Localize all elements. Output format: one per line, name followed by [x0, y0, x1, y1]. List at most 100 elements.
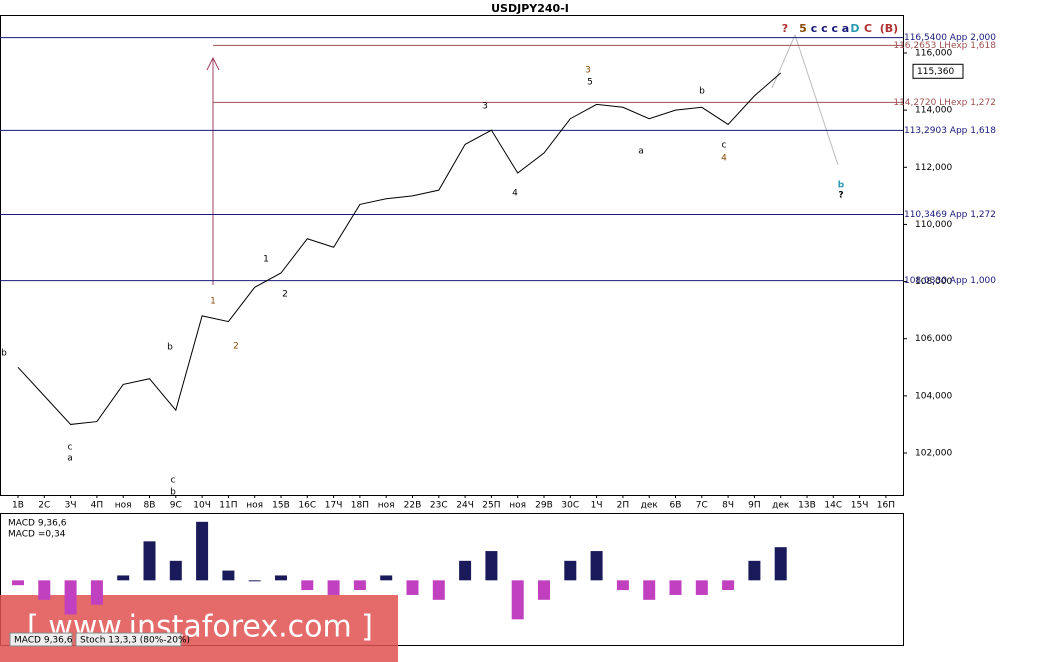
- macd-bar: [669, 580, 682, 595]
- macd-label: MACD 9,36,6: [8, 519, 67, 529]
- x-tick-label: 30С: [561, 501, 579, 511]
- x-tick-label: 22В: [404, 501, 422, 511]
- x-tick-label: 1В: [12, 501, 24, 511]
- macd-bar: [485, 551, 498, 581]
- wave-label: c c c a: [811, 22, 849, 35]
- main-frame: [0, 15, 904, 496]
- macd-bar: [538, 580, 550, 600]
- wave-label: b: [167, 343, 173, 353]
- x-tick-label: 10Ч: [193, 501, 211, 511]
- y-tick-label: 108,000: [915, 277, 952, 287]
- x-tick-label: 15В: [272, 501, 290, 511]
- macd-bar: [275, 575, 287, 581]
- x-tick-label: 16С: [298, 501, 316, 511]
- x-tick-label: 11П: [219, 501, 237, 511]
- x-tick-label: ноя: [115, 501, 132, 511]
- macd-frame: [0, 513, 904, 646]
- wave-label: a: [638, 147, 644, 157]
- y-tick-label: 116,000: [915, 49, 952, 59]
- wave-label: 2: [233, 342, 239, 352]
- wave-label: b: [170, 488, 176, 498]
- x-tick-label: 8Ч: [722, 501, 734, 511]
- y-tick-label: 114,000: [915, 106, 952, 116]
- projection: [771, 33, 839, 166]
- macd-bar: [643, 580, 656, 600]
- macd-bar: [511, 580, 524, 620]
- level-label: 116,5400 App 2,000: [904, 33, 996, 43]
- x-tick-label: ноя: [378, 501, 395, 511]
- x-tick-label: 15Ч: [851, 501, 869, 511]
- x-tick-label: 6В: [670, 501, 682, 511]
- x-tick-label: 3Ч: [65, 501, 77, 511]
- macd-bar: [117, 575, 130, 581]
- x-tick-label: 2С: [38, 501, 50, 511]
- y-tick-label: 102,000: [915, 449, 952, 459]
- level-label: 114,2720 LHexp 1,272: [893, 98, 996, 108]
- macd-bar: [695, 580, 708, 595]
- wave-label: 4: [721, 154, 727, 164]
- x-tick-label: 13В: [798, 501, 816, 511]
- level-label: 108,0330 App 1,000: [904, 276, 996, 286]
- macd-bar: [143, 541, 156, 581]
- wave-label: 4: [512, 189, 518, 199]
- price-line: [17, 72, 782, 425]
- macd-bar: [748, 560, 761, 581]
- level-label: 116,2653 LHexp 1,618: [893, 41, 996, 51]
- macd-bar: [169, 560, 182, 581]
- macd-bar: [432, 580, 445, 600]
- wave-label: C: [864, 22, 872, 35]
- x-tick-label: 1Ч: [591, 501, 603, 511]
- x-tick-label: 24Ч: [456, 501, 474, 511]
- x-tick-label: 7С: [696, 501, 708, 511]
- macd-bar: [616, 580, 629, 591]
- macd-bar: [38, 580, 51, 600]
- macd-bar: [12, 580, 24, 586]
- macd-bar: [64, 580, 77, 615]
- wave-label: c: [171, 476, 176, 486]
- wave-label: ?: [838, 191, 843, 201]
- y-tick-label: 112,000: [915, 163, 952, 173]
- y-tick-label: 110,000: [915, 220, 952, 230]
- wave-label: 1: [210, 297, 216, 307]
- x-tick-label: 16П: [877, 501, 895, 511]
- wave-label: 5: [799, 22, 807, 35]
- wave-label: 3: [585, 66, 591, 76]
- level-label: 110,3469 App 1,272: [904, 210, 996, 220]
- macd-bar: [459, 560, 472, 581]
- wave-label: 3: [482, 102, 488, 112]
- x-tick-label: 8В: [144, 501, 156, 511]
- x-tick-label: 14С: [824, 501, 842, 511]
- chart-title: USDJPY240-I: [491, 2, 569, 15]
- wave-label: b: [1, 349, 7, 359]
- macd-bar: [222, 570, 235, 581]
- x-tick-label: 23С: [430, 501, 448, 511]
- wave-label: c: [68, 443, 73, 453]
- wave-label: c: [722, 141, 727, 151]
- y-tick-label: 104,000: [915, 391, 952, 401]
- x-tick-label: ноя: [509, 501, 526, 511]
- macd-bar: [722, 580, 735, 591]
- macd-bar: [590, 551, 603, 581]
- x-tick-label: 9С: [170, 501, 182, 511]
- x-tick-label: 2П: [617, 501, 630, 511]
- tab[interactable]: [75, 632, 182, 647]
- x-tick-label: 9П: [748, 501, 761, 511]
- x-tick-label: дек: [772, 501, 790, 511]
- x-tick-label: ноя: [246, 501, 263, 511]
- macd-bar: [380, 575, 393, 581]
- level-label: 113,2903 App 1,618: [904, 126, 996, 136]
- wave-label: 5: [587, 78, 593, 88]
- tab[interactable]: [9, 632, 73, 647]
- x-tick-label: 25П: [482, 501, 500, 511]
- x-tick-label: 4П: [91, 501, 104, 511]
- x-tick-label: 18П: [351, 501, 369, 511]
- wave-label: D: [850, 22, 859, 35]
- wave-label: (B): [880, 22, 898, 35]
- macd-bar: [564, 560, 577, 581]
- wave-label: b: [699, 87, 705, 97]
- macd-bar: [327, 580, 340, 595]
- tab-label[interactable]: Stoch 13,3,3 (80%-20%): [80, 636, 190, 646]
- tab-label[interactable]: MACD 9,36,6: [14, 636, 73, 646]
